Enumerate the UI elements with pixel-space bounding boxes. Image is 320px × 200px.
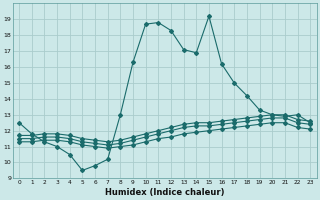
X-axis label: Humidex (Indice chaleur): Humidex (Indice chaleur) <box>105 188 224 197</box>
